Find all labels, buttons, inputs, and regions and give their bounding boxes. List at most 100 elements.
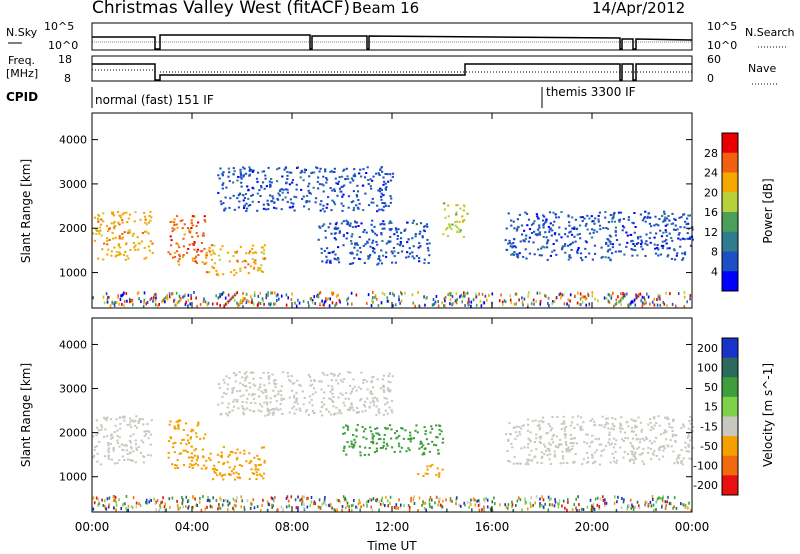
scatter-point	[610, 220, 613, 223]
scatter-point	[263, 461, 266, 464]
scatter-point	[520, 427, 523, 430]
scatter-point	[507, 440, 510, 442]
scatter-point	[113, 221, 116, 223]
scatter-point	[379, 259, 382, 262]
scatter-point	[249, 168, 252, 171]
scatter-point	[314, 201, 317, 204]
scatter-point	[293, 396, 296, 399]
scatter-point	[378, 508, 380, 512]
scatter-point	[667, 254, 670, 257]
scatter-point	[264, 208, 268, 211]
scatter-point	[571, 442, 574, 445]
scatter-point	[504, 239, 507, 242]
scatter-point	[193, 257, 196, 260]
scatter-point	[317, 295, 320, 299]
scatter-point	[372, 386, 375, 389]
scatter-point	[630, 301, 632, 305]
scatter-point	[613, 304, 615, 308]
scatter-point	[338, 231, 341, 234]
scatter-point	[584, 247, 587, 250]
scatter-point	[683, 251, 687, 254]
scatter-point	[369, 391, 372, 394]
scatter-point	[350, 443, 353, 445]
scatter-point	[390, 222, 393, 224]
nsky-tick-top: 10^5	[44, 20, 74, 33]
scatter-point	[670, 237, 673, 239]
scatter-point	[671, 426, 674, 429]
scatter-point	[614, 303, 617, 306]
scatter-point	[530, 302, 533, 306]
scatter-point	[293, 401, 296, 404]
scatter-point	[588, 217, 591, 220]
scatter-point	[425, 438, 428, 441]
scatter-point	[550, 427, 554, 430]
scatter-point	[131, 459, 134, 462]
scatter-point	[645, 301, 647, 305]
scatter-point	[630, 506, 632, 510]
scatter-point	[259, 473, 262, 476]
scatter-point	[623, 253, 626, 256]
scatter-point	[566, 462, 569, 464]
scatter-point	[579, 256, 583, 259]
scatter-point	[507, 506, 509, 510]
scatter-point	[252, 244, 255, 247]
scatter-point	[376, 204, 379, 207]
scatter-point	[386, 427, 389, 430]
scatter-point	[349, 263, 352, 265]
scatter-point	[195, 262, 199, 265]
scatter-point	[227, 167, 230, 170]
scatter-point	[140, 439, 143, 442]
scatter-point	[249, 265, 252, 268]
scatter-point	[655, 500, 658, 504]
scatter-point	[333, 171, 336, 173]
scatter-point	[338, 499, 340, 503]
scatter-point	[351, 233, 354, 236]
scatter-point	[420, 446, 423, 449]
scatter-point	[248, 166, 251, 169]
scatter-point	[560, 211, 563, 214]
scatter-point	[267, 376, 271, 378]
scatter-point	[407, 255, 410, 258]
scatter-point	[577, 495, 579, 499]
scatter-point	[420, 442, 423, 445]
scatter-point	[542, 214, 545, 217]
scatter-point	[526, 461, 529, 464]
scatter-point	[318, 170, 321, 173]
scatter-point	[542, 498, 545, 502]
scatter-point	[101, 248, 104, 251]
scatter-point	[379, 387, 382, 390]
scatter-point	[441, 437, 445, 440]
scatter-point	[569, 442, 572, 445]
scatter-point	[654, 215, 657, 218]
scatter-point	[237, 304, 239, 308]
scatter-point	[226, 499, 229, 503]
scatter-point	[345, 219, 348, 222]
scatter-point	[303, 397, 306, 399]
scatter-point	[206, 505, 208, 509]
scatter-point	[361, 184, 364, 187]
scatter-point	[252, 383, 255, 386]
scatter-point	[511, 505, 513, 509]
scatter-point	[527, 507, 529, 511]
scatter-point	[593, 420, 596, 423]
scatter-point	[253, 393, 256, 396]
scatter-point	[169, 221, 172, 223]
scatter-point	[387, 380, 390, 383]
scatter-point	[372, 296, 374, 300]
scatter-point	[641, 248, 644, 251]
scatter-point	[687, 443, 690, 446]
scatter-point	[372, 400, 375, 403]
scatter-point	[364, 192, 367, 195]
scatter-point	[623, 498, 625, 502]
scatter-point	[583, 217, 586, 220]
scatter-point	[318, 292, 321, 295]
scatter-point	[483, 499, 486, 503]
scatter-point	[346, 175, 349, 178]
scatter-point	[433, 302, 436, 306]
scatter-point	[171, 220, 174, 223]
scatter-point	[575, 442, 578, 445]
scatter-point	[344, 497, 346, 501]
scatter-point	[549, 443, 552, 446]
power-scatter-regions	[92, 166, 694, 308]
scatter-point	[155, 296, 157, 300]
